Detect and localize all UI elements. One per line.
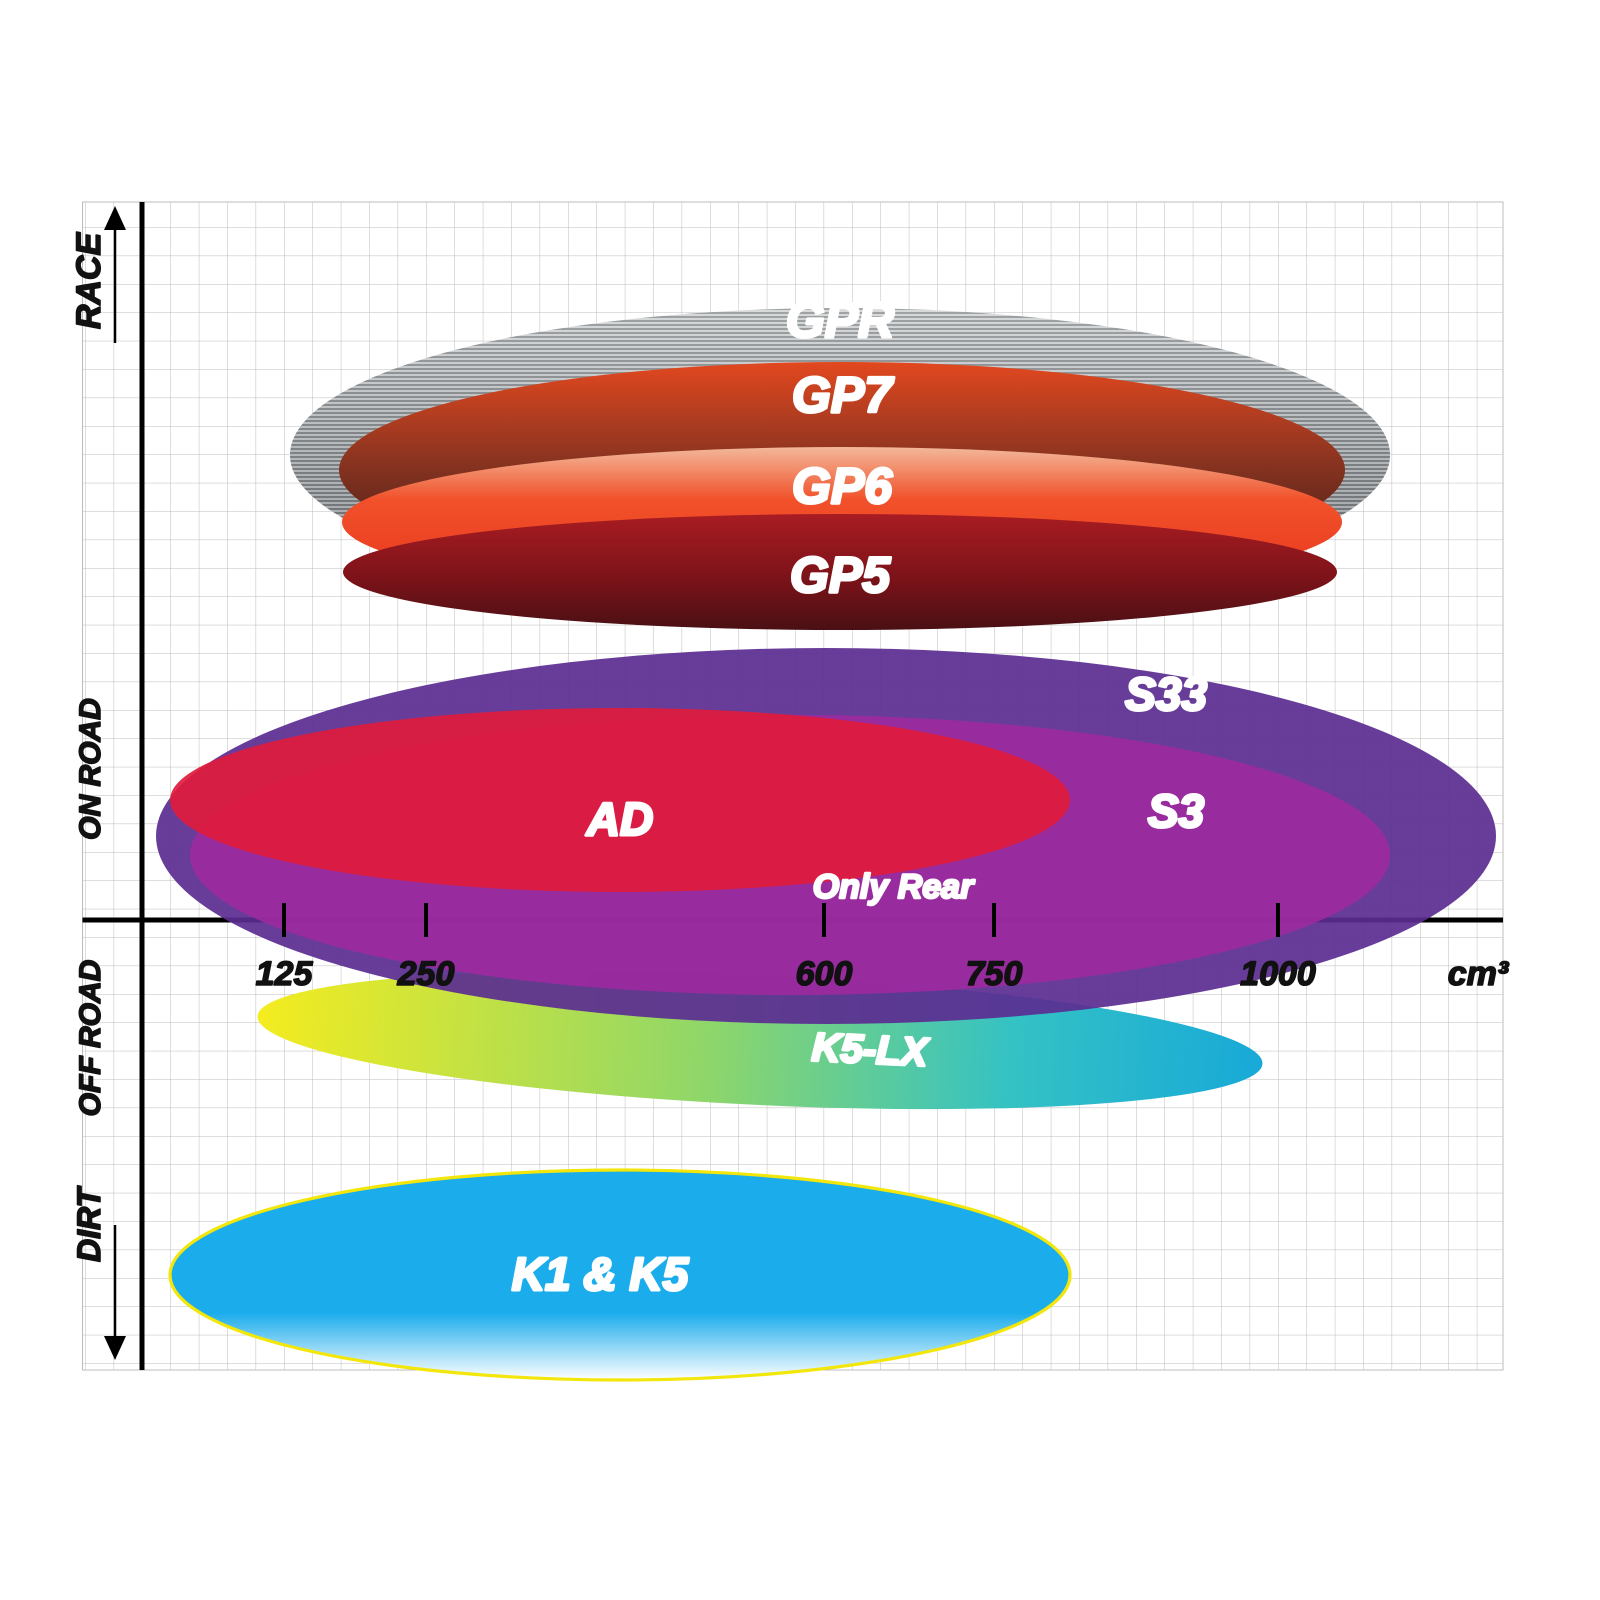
svg-text:250: 250 bbox=[397, 955, 455, 993]
svg-text:K1 & K5: K1 & K5 bbox=[512, 1248, 690, 1300]
svg-text:K5-LX: K5-LX bbox=[811, 1025, 931, 1075]
svg-text:DIRT: DIRT bbox=[71, 1186, 107, 1263]
svg-text:S3: S3 bbox=[1148, 785, 1205, 837]
svg-text:750: 750 bbox=[966, 955, 1023, 993]
svg-text:RACE: RACE bbox=[70, 232, 108, 330]
svg-text:AD: AD bbox=[586, 793, 653, 845]
svg-text:GP7: GP7 bbox=[792, 367, 894, 423]
svg-text:1000: 1000 bbox=[1240, 955, 1316, 993]
svg-text:GP5: GP5 bbox=[790, 547, 891, 603]
svg-text:OFF ROAD: OFF ROAD bbox=[74, 960, 107, 1117]
svg-text:125: 125 bbox=[256, 955, 314, 993]
svg-text:cm³: cm³ bbox=[1448, 955, 1510, 993]
svg-text:600: 600 bbox=[796, 955, 853, 993]
svg-text:Only Rear: Only Rear bbox=[813, 868, 975, 906]
svg-text:S33: S33 bbox=[1125, 668, 1207, 720]
svg-text:GPR: GPR bbox=[786, 292, 894, 348]
svg-text:ON ROAD: ON ROAD bbox=[74, 698, 107, 840]
svg-text:GP6: GP6 bbox=[792, 458, 893, 514]
